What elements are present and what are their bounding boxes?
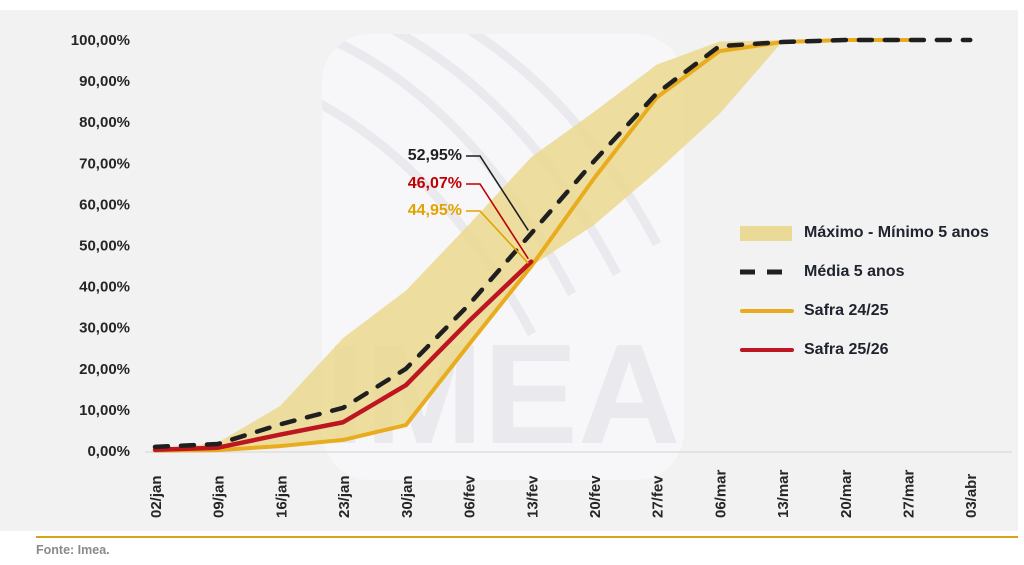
harvest-progress-chart: 100,00% 90,00% 80,00% 70,00% 60,00% 50,00% 40,… [71, 32, 1012, 518]
data-label-safra-2425: 44,95% [407, 202, 462, 219]
svg-text:20,00%: 20,00% [79, 361, 130, 378]
data-label-media-5-anos: 52,95% [407, 147, 462, 164]
gold-line-swatch [740, 309, 794, 313]
svg-text:40,00%: 40,00% [79, 279, 130, 296]
band-swatch [740, 225, 792, 241]
chart-legend: Máximo - Mínimo 5 anos Média 5 anos Safr… [740, 222, 989, 378]
svg-text:70,00%: 70,00% [79, 155, 130, 172]
svg-text:13/mar: 13/mar [775, 469, 792, 518]
dashed-line-swatch [740, 269, 794, 275]
plot-background: IMEA 100,00% 90,00% 80,00% 70,00% 60,00% 50,0… [0, 10, 1018, 531]
svg-text:23/jan: 23/jan [336, 475, 353, 518]
svg-text:10,00%: 10,00% [79, 402, 130, 419]
chart-footer: Fonte: Imea. [0, 531, 1024, 565]
svg-text:100,00%: 100,00% [71, 32, 130, 49]
svg-text:16/jan: 16/jan [273, 475, 290, 518]
svg-text:03/abr: 03/abr [963, 474, 980, 518]
svg-text:60,00%: 60,00% [79, 196, 130, 213]
legend-item-media: Média 5 anos [740, 261, 989, 283]
svg-text:06/fev: 06/fev [462, 475, 479, 518]
source-note: Fonte: Imea. [36, 543, 110, 557]
svg-text:20/mar: 20/mar [838, 469, 855, 518]
svg-text:30,00%: 30,00% [79, 320, 130, 337]
svg-text:27/fev: 27/fev [650, 475, 667, 518]
svg-text:90,00%: 90,00% [79, 73, 130, 90]
svg-text:09/jan: 09/jan [211, 475, 228, 518]
svg-text:20/fev: 20/fev [587, 475, 604, 518]
svg-text:30/jan: 30/jan [399, 475, 416, 518]
svg-text:27/mar: 27/mar [901, 469, 918, 518]
red-line-swatch [740, 348, 794, 352]
legend-item-safra-2425: Safra 24/25 [740, 300, 989, 322]
legend-item-safra-2526: Safra 25/26 [740, 339, 989, 361]
svg-text:80,00%: 80,00% [79, 114, 130, 131]
svg-text:50,00%: 50,00% [79, 238, 130, 255]
data-label-safra-2526: 46,07% [407, 175, 462, 192]
legend-label-max-min: Máximo - Mínimo 5 anos [804, 224, 989, 241]
legend-label-media: Média 5 anos [804, 263, 905, 280]
svg-text:0,00%: 0,00% [87, 443, 130, 460]
svg-text:13/fev: 13/fev [524, 475, 541, 518]
svg-text:06/mar: 06/mar [712, 469, 729, 518]
legend-item-max-min: Máximo - Mínimo 5 anos [740, 222, 989, 244]
footer-separator-line [36, 536, 1018, 538]
legend-label-safra-2425: Safra 24/25 [804, 302, 889, 319]
svg-text:02/jan: 02/jan [148, 475, 165, 518]
legend-label-safra-2526: Safra 25/26 [804, 341, 889, 358]
